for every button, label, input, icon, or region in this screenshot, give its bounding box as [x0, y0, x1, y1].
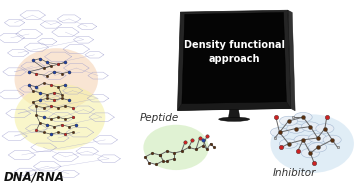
Ellipse shape: [219, 117, 250, 121]
Circle shape: [316, 124, 334, 133]
Polygon shape: [288, 10, 295, 111]
Polygon shape: [178, 10, 291, 110]
Ellipse shape: [143, 125, 209, 170]
Ellipse shape: [15, 84, 105, 150]
Circle shape: [280, 116, 298, 126]
Circle shape: [287, 124, 305, 133]
Circle shape: [280, 139, 298, 148]
Circle shape: [323, 135, 341, 145]
Text: Density functional
approach: Density functional approach: [184, 40, 285, 64]
Ellipse shape: [270, 114, 354, 173]
Polygon shape: [228, 109, 240, 119]
Text: Peptide: Peptide: [140, 113, 179, 123]
Circle shape: [294, 135, 312, 145]
Circle shape: [294, 112, 312, 122]
Circle shape: [309, 133, 327, 143]
Text: DNA/RNA: DNA/RNA: [4, 170, 65, 183]
Text: Inhibitor: Inhibitor: [272, 168, 315, 178]
Circle shape: [301, 122, 319, 131]
Circle shape: [270, 128, 289, 137]
Circle shape: [301, 148, 319, 158]
Ellipse shape: [15, 48, 98, 111]
Polygon shape: [182, 12, 286, 104]
Polygon shape: [178, 102, 291, 110]
Circle shape: [309, 143, 327, 152]
